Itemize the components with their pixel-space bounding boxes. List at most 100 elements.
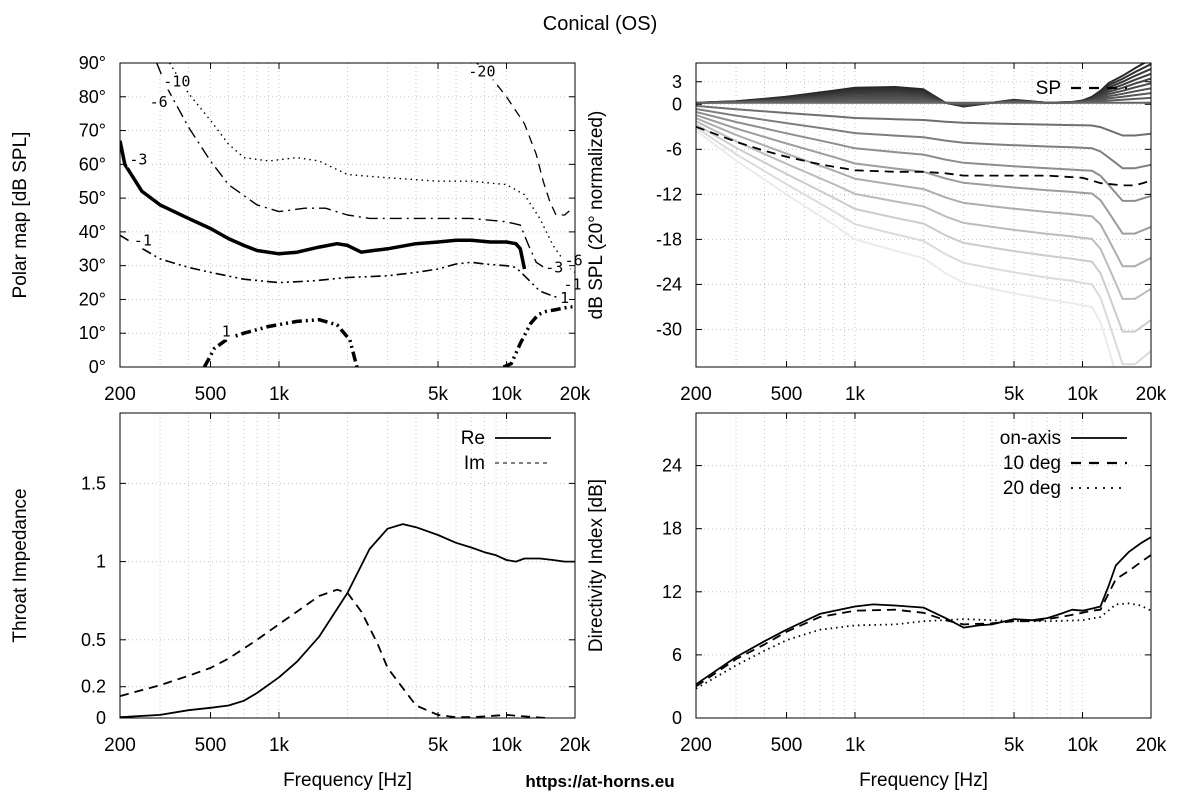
normalized-curve [696,114,1151,235]
contour-label-bg [147,94,170,110]
x-tick-label: 20k [1136,384,1167,405]
y-tick-label: 20° [79,289,106,309]
contour-label: -6 [562,252,585,270]
contour-label-bg [543,260,566,276]
y-tick-label: 1.5 [81,473,106,493]
y-tick-label: 18 [662,519,682,539]
y-tick-label: -30 [656,319,682,339]
y-tick-label: -6 [666,139,682,159]
contour-line-1 [168,63,575,273]
x-axis: 200 500 1k 5k 10k 20k [104,63,591,405]
x-tick-label: 1k [845,735,866,756]
x-tick-label: 500 [195,384,227,405]
x-tick-label: 5k [428,384,449,405]
y-tick-label: 0 [96,708,106,728]
x-axis-label: Frequency [Hz] [283,770,412,791]
y-tick-label: -24 [656,274,682,294]
contour-label-text: -1 [563,275,581,293]
series-im [120,588,547,718]
x-tick-label: 20k [560,384,591,405]
contour-label: -6 [147,93,170,111]
x-axis-label: Frequency [Hz] [859,770,988,791]
grid-lines [120,413,575,718]
contour-label-bg [558,290,572,306]
normalized-curve [696,111,1151,202]
contour-label-text: -6 [565,252,583,270]
contour-label: -1 [131,231,154,249]
normalized-curve [696,108,1151,170]
contour-label-bg [127,152,150,168]
y-axis: 0 0.2 0.5 1 1.5 [81,473,575,728]
legend-label: 10 deg [1003,453,1061,474]
x-tick-label: 200 [680,735,712,756]
series-sp [696,125,1151,187]
figure-title: Conical (OS) [543,13,657,35]
x-tick-label: 500 [771,384,803,405]
contour-label-bg [561,277,584,293]
plot-frame [119,62,576,368]
contour-line-2 [156,63,565,270]
legend: on-axis 10 deg 20 deg [1000,428,1127,499]
normalized-curve [696,123,1151,333]
chart-normalized: 200 500 1k 5k 10k 20k 30 -6 -12 -18 -24 -30 dB SPL (… [586,62,1167,405]
y-tick-label: 3 [672,72,682,92]
contour-label: 1 [558,289,572,307]
x-axis: 200 500 1k 5k 10k 20k [680,413,1167,756]
contour-label: 1 [219,323,233,341]
contour-label-bg [161,74,193,90]
series-10-deg [696,554,1151,688]
y-tick-label: 6 [672,645,682,665]
x-tick-label: 200 [680,384,712,405]
contour-line-0 [476,63,573,216]
x-tick-label: 5k [1004,384,1025,405]
y-tick-label: 30° [79,256,106,276]
y-axis-label: dB SPL (20° normalized) [586,111,607,320]
contour-label: -3 [543,258,566,276]
x-tick-label: 200 [104,384,136,405]
x-tick-label: 10k [491,735,522,756]
y-tick-label: 40° [79,222,106,242]
contour-label-text: -1 [134,231,152,249]
y-tick-label: 90° [79,53,106,73]
y-axis: 0° 10° 20° 30° 40° 50° 60° 70° 80° 90° [79,53,575,377]
footer-url: https://at-horns.eu [525,772,674,791]
y-axis-label: Directivity Index [dB] [586,479,607,652]
chart-directivity: 200 500 1k 5k 10k 20k 0 6 12 18 24 Directivity Inde… [586,412,1167,791]
y-tick-label: 0 [672,94,682,114]
plot-area [696,63,1151,367]
x-tick-label: 500 [771,735,803,756]
y-tick-label: 0.2 [81,677,106,697]
y-tick-label: 0 [672,708,682,728]
contour-label-text: 1 [560,289,569,307]
plot-area [120,523,575,718]
contour-label: -20 [466,63,498,81]
grid-lines [696,413,1151,718]
legend-label: Im [464,453,485,474]
x-tick-label: 1k [269,384,290,405]
x-tick-label: 200 [104,735,136,756]
normalized-curve [696,126,1151,366]
contour-label: -1 [561,275,584,293]
legend-label: 20 deg [1003,478,1061,499]
contour-line-3 [120,140,527,270]
contour-label-text: -6 [150,93,168,111]
series-re [120,523,575,718]
contour-label: -10 [161,73,193,91]
contour-line-5 [202,317,359,367]
legend: Re Im [461,428,551,474]
y-axis: 0 6 12 18 24 [662,456,1151,728]
y-tick-label: 1 [96,552,106,572]
y-tick-label: 10° [79,323,106,343]
y-axis-label: Polar map [dB SPL] [10,132,31,299]
plot-area [696,536,1151,690]
contour-label-text: 1 [222,323,231,341]
x-tick-label: 10k [1067,735,1098,756]
grid-lines [120,63,575,367]
contour-label-bg [466,64,498,80]
plot-frame [695,62,1152,368]
x-tick-label: 1k [269,735,290,756]
x-tick-label: 5k [1004,735,1025,756]
y-tick-label: 12 [662,582,682,602]
legend: SP [1036,78,1127,99]
